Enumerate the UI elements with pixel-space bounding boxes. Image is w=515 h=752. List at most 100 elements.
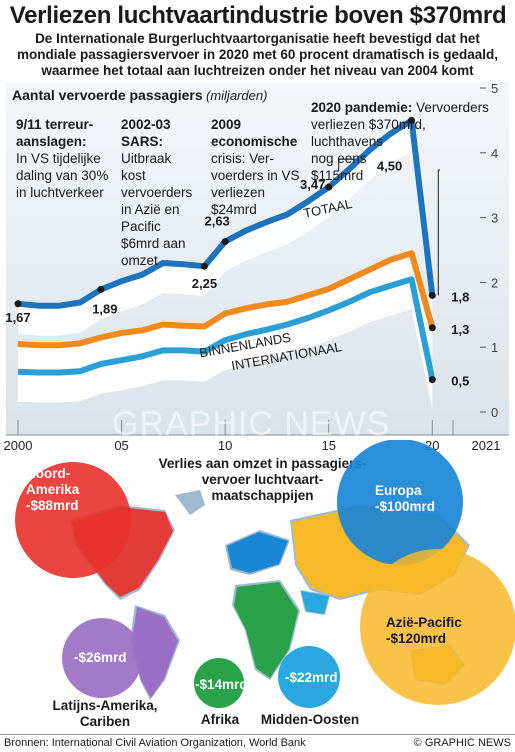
annotation-crisis: 2009 economische crisis: Ver- voerders i… [211, 116, 321, 218]
x-tick-label: 2000 [4, 438, 33, 453]
africa-fill [234, 582, 298, 678]
footer: Bronnen: International Civil Aviation Or… [0, 734, 515, 752]
annotation-sars: 2002-03 SARS: Uitbraak kost vervoerders … [121, 116, 211, 269]
region-name-line: Latijns-Amerika, [52, 698, 158, 713]
series-ribbon [18, 256, 433, 376]
annotation-pandemic-line: nog eens [311, 151, 367, 166]
map-title-line: vervoer luchtvaart- [201, 472, 324, 487]
world-map [15, 440, 515, 708]
asia-pacific-bubble [360, 549, 515, 705]
data-label: 1,8 [451, 289, 469, 304]
annotation-911-line: In VS tijdelijke [16, 151, 101, 166]
annotation-crisis-line: crisis: Ver- [211, 151, 275, 166]
south-america-fill [132, 607, 178, 698]
x-tick-label: 2021 [472, 438, 501, 453]
annotation-sars-line: vervoerders [121, 185, 193, 200]
annotation-leader [437, 169, 440, 296]
y-axis: 0 1 2 3 4 5 [480, 81, 498, 420]
passenger-chart: Aantal vervoerde passagiers (miljarden) … [4, 81, 509, 453]
annotation-sars-title2: SARS: [121, 134, 164, 149]
chart-unit: (miljarden) [206, 88, 267, 103]
data-point-marker [428, 376, 436, 384]
y-tick-label: 5 [491, 81, 498, 96]
annotation-sars-line: omzet [121, 253, 158, 268]
north-america-bubble [15, 462, 131, 578]
map-title-line: Verlies aan omzet in passagiers- [158, 456, 367, 471]
region-name-line: Azië-Pacific [386, 615, 462, 630]
data-point-marker [14, 300, 22, 308]
annotation-sars-line: in Azië en [121, 202, 180, 217]
region-name-line: Noord- [26, 466, 71, 481]
data-point-marker [325, 183, 333, 191]
x-tick-label: 05 [114, 438, 128, 453]
annotation-911-title: 9/11 terreur- [16, 117, 94, 132]
region-value: -$120mrd [386, 631, 447, 646]
annotation-sars-line: Uitbraak [121, 151, 172, 166]
annotation-911-line: daling van 30% [16, 168, 109, 183]
data-label: 1,89 [92, 302, 117, 317]
map-title-line: maatschappijen [211, 488, 314, 503]
africa-name: Afrika [200, 712, 240, 727]
annotation-pandemic-line: $115mrd [311, 168, 364, 183]
copyright: © GRAPHIC NEWS [413, 737, 511, 749]
data-label: 1,67 [5, 310, 30, 325]
region-name-line: Europa [375, 483, 422, 498]
europe-fill [227, 532, 288, 573]
data-label: 1,3 [451, 322, 469, 337]
data-label: 0,5 [451, 374, 469, 389]
greenland-shape [175, 490, 205, 515]
source-note: Bronnen: International Civil Aviation Or… [4, 737, 306, 749]
region-value: -$88mrd [26, 498, 79, 513]
annotation-crisis-line: voerders in VS [211, 168, 300, 183]
annotation-sars-line: Pacific [121, 219, 161, 234]
annotation-sars-line: kost [121, 168, 146, 183]
series-ribbon [18, 123, 433, 336]
map-title: Verlies aan omzet in passagiers- vervoer… [150, 456, 375, 504]
series-line [17, 250, 436, 349]
y-tick-label: 1 [491, 340, 498, 355]
watermark: GRAPHIC NEWS [112, 405, 391, 443]
asia-pacific-label: Azië-Pacific -$120mrd [386, 615, 462, 647]
annotation-911-line: in luchtverkeer [16, 185, 104, 200]
series-line [17, 276, 436, 381]
middle-east-bubble [278, 646, 340, 708]
data-point-marker [221, 238, 229, 246]
x-tick-label: 15 [321, 438, 335, 453]
latin-america-value: -$26mrd [74, 650, 127, 665]
annotation-911: 9/11 terreur- aanslagen: In VS tijdelijk… [16, 116, 136, 201]
series-ribbon [18, 282, 433, 410]
headline: Verliezen luchtvaartindustrie boven $370… [9, 2, 507, 29]
annotation-crisis-line: $24mrd [211, 202, 257, 217]
annotation-pandemic-line: verliezen $370mrd, luchthavens [311, 117, 426, 149]
region-name-line: Amerika [26, 482, 80, 497]
subhead-line: mondiale passagiersvervoer in 2020 met 6… [17, 47, 498, 62]
annotation-911-title2: aanslagen: [16, 134, 87, 149]
africa-bubble [194, 658, 244, 708]
data-point-marker [428, 291, 436, 299]
annotation-crisis-title: 2009 [211, 117, 242, 132]
annotation-pandemic-title: 2020 pandemie: [311, 100, 413, 115]
annotation-sars-line: $6mrd aan [121, 236, 186, 251]
data-point-marker [200, 262, 208, 270]
middle-east-value: -$22mrd [285, 670, 338, 685]
x-tick-label: 10 [218, 438, 232, 453]
chart-title: Aantal vervoerde passagiers [12, 87, 203, 103]
annotation-crisis-line: verliezen [211, 185, 266, 200]
data-label: 3,47 [300, 177, 325, 192]
subhead-line: De Internationale Burgerluchtvaartorgani… [35, 31, 480, 46]
annotation-crisis-title2: economische [211, 134, 298, 149]
region-name-line: Cariben [79, 714, 131, 729]
x-axis: 2000 05 10 15 20 2021 [4, 420, 509, 453]
subhead-line: waarmee het totaal aan luchtreizen onder… [41, 63, 474, 78]
data-point-marker [408, 116, 416, 124]
y-tick-label: 0 [491, 405, 498, 420]
data-labels: 1,67 1,89 2,25 2,63 3,47 4,50 1,8 1,3 0,5 [5, 116, 469, 389]
latin-america-bubble [62, 618, 142, 698]
data-label: 4,50 [377, 158, 402, 173]
europe-label: Europa -$100mrd [375, 483, 435, 515]
subhead: De Internationale Burgerluchtvaartorgani… [6, 31, 509, 79]
europe-bubble [337, 440, 463, 565]
y-tick-label: 4 [491, 146, 498, 161]
annotation-pandemic: 2020 pandemie: Vervoerders verliezen $37… [311, 99, 491, 184]
latin-america-name: Latijns-Amerika, Cariben [50, 698, 160, 730]
